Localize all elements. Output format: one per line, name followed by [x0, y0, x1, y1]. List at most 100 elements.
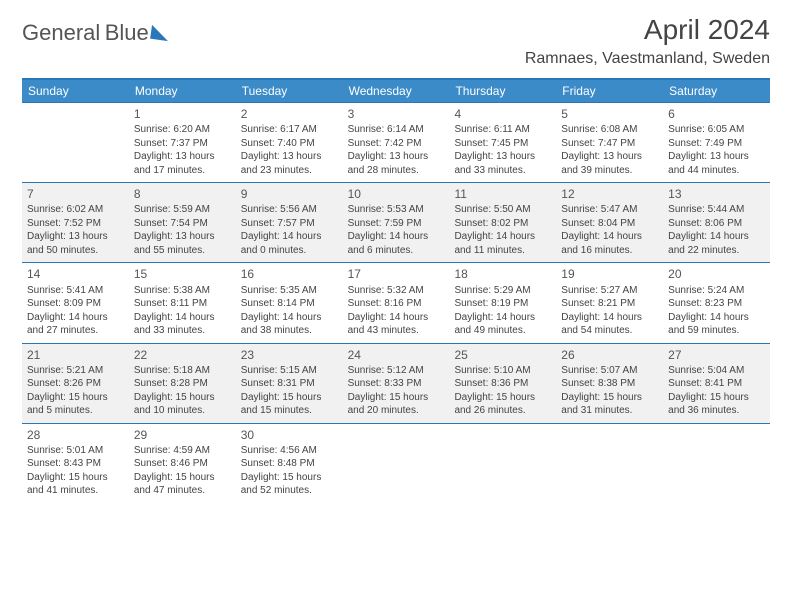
sunrise-line: Sunrise: 5:21 AM: [27, 364, 124, 378]
sunset-line: Sunset: 8:38 PM: [561, 377, 658, 391]
daylight-line: Daylight: 13 hours and 44 minutes.: [668, 150, 765, 177]
calendar-day: 6Sunrise: 6:05 AMSunset: 7:49 PMDaylight…: [663, 103, 770, 182]
sunrise-line: Sunrise: 5:50 AM: [454, 203, 551, 217]
sunrise-line: Sunrise: 5:35 AM: [241, 284, 338, 298]
day-number: 17: [348, 266, 445, 282]
sunset-line: Sunset: 8:48 PM: [241, 457, 338, 471]
sunrise-line: Sunrise: 5:24 AM: [668, 284, 765, 298]
calendar-day: 23Sunrise: 5:15 AMSunset: 8:31 PMDayligh…: [236, 344, 343, 423]
logo: General Blue: [22, 20, 169, 46]
daylight-line: Daylight: 13 hours and 17 minutes.: [134, 150, 231, 177]
daylight-line: Daylight: 15 hours and 52 minutes.: [241, 471, 338, 498]
sunrise-line: Sunrise: 5:44 AM: [668, 203, 765, 217]
sunset-line: Sunset: 7:49 PM: [668, 137, 765, 151]
day-number: 2: [241, 106, 338, 122]
sunrise-line: Sunrise: 5:18 AM: [134, 364, 231, 378]
sunrise-line: Sunrise: 5:41 AM: [27, 284, 124, 298]
sunrise-line: Sunrise: 6:11 AM: [454, 123, 551, 137]
daylight-line: Daylight: 14 hours and 27 minutes.: [27, 311, 124, 338]
dow-sunday: Sunday: [22, 80, 129, 102]
day-number: 23: [241, 347, 338, 363]
day-number: 7: [27, 186, 124, 202]
sunrise-line: Sunrise: 5:07 AM: [561, 364, 658, 378]
day-number: 29: [134, 427, 231, 443]
calendar-week: 21Sunrise: 5:21 AMSunset: 8:26 PMDayligh…: [22, 343, 770, 423]
day-number: 28: [27, 427, 124, 443]
day-number: 3: [348, 106, 445, 122]
sunset-line: Sunset: 7:59 PM: [348, 217, 445, 231]
sunrise-line: Sunrise: 5:59 AM: [134, 203, 231, 217]
sunset-line: Sunset: 7:45 PM: [454, 137, 551, 151]
day-number: 12: [561, 186, 658, 202]
calendar-day: 3Sunrise: 6:14 AMSunset: 7:42 PMDaylight…: [343, 103, 450, 182]
dow-saturday: Saturday: [663, 80, 770, 102]
calendar-day: 19Sunrise: 5:27 AMSunset: 8:21 PMDayligh…: [556, 263, 663, 342]
calendar-day: 10Sunrise: 5:53 AMSunset: 7:59 PMDayligh…: [343, 183, 450, 262]
calendar-week: 14Sunrise: 5:41 AMSunset: 8:09 PMDayligh…: [22, 262, 770, 342]
day-number: 21: [27, 347, 124, 363]
day-number: 5: [561, 106, 658, 122]
calendar-day: 11Sunrise: 5:50 AMSunset: 8:02 PMDayligh…: [449, 183, 556, 262]
dow-wednesday: Wednesday: [343, 80, 450, 102]
sunrise-line: Sunrise: 5:04 AM: [668, 364, 765, 378]
calendar-day: 22Sunrise: 5:18 AMSunset: 8:28 PMDayligh…: [129, 344, 236, 423]
daylight-line: Daylight: 14 hours and 22 minutes.: [668, 230, 765, 257]
calendar-day: 16Sunrise: 5:35 AMSunset: 8:14 PMDayligh…: [236, 263, 343, 342]
sunrise-line: Sunrise: 5:53 AM: [348, 203, 445, 217]
calendar-day-empty: [343, 424, 450, 503]
daylight-line: Daylight: 14 hours and 38 minutes.: [241, 311, 338, 338]
dow-thursday: Thursday: [449, 80, 556, 102]
sunset-line: Sunset: 8:11 PM: [134, 297, 231, 311]
sunset-line: Sunset: 7:42 PM: [348, 137, 445, 151]
daylight-line: Daylight: 15 hours and 5 minutes.: [27, 391, 124, 418]
sunrise-line: Sunrise: 6:02 AM: [27, 203, 124, 217]
sunset-line: Sunset: 8:41 PM: [668, 377, 765, 391]
calendar-day: 4Sunrise: 6:11 AMSunset: 7:45 PMDaylight…: [449, 103, 556, 182]
sunrise-line: Sunrise: 5:12 AM: [348, 364, 445, 378]
sunset-line: Sunset: 8:31 PM: [241, 377, 338, 391]
calendar-day: 25Sunrise: 5:10 AMSunset: 8:36 PMDayligh…: [449, 344, 556, 423]
dow-friday: Friday: [556, 80, 663, 102]
sunset-line: Sunset: 8:04 PM: [561, 217, 658, 231]
daylight-line: Daylight: 15 hours and 20 minutes.: [348, 391, 445, 418]
sunset-line: Sunset: 8:26 PM: [27, 377, 124, 391]
sunrise-line: Sunrise: 4:56 AM: [241, 444, 338, 458]
day-number: 10: [348, 186, 445, 202]
calendar-day: 2Sunrise: 6:17 AMSunset: 7:40 PMDaylight…: [236, 103, 343, 182]
sunset-line: Sunset: 8:06 PM: [668, 217, 765, 231]
sunrise-line: Sunrise: 5:32 AM: [348, 284, 445, 298]
day-number: 14: [27, 266, 124, 282]
sunset-line: Sunset: 8:36 PM: [454, 377, 551, 391]
daylight-line: Daylight: 14 hours and 49 minutes.: [454, 311, 551, 338]
day-number: 25: [454, 347, 551, 363]
calendar-day-empty: [663, 424, 770, 503]
day-number: 22: [134, 347, 231, 363]
daylight-line: Daylight: 13 hours and 55 minutes.: [134, 230, 231, 257]
daylight-line: Daylight: 15 hours and 47 minutes.: [134, 471, 231, 498]
calendar-day-empty: [22, 103, 129, 182]
calendar-day: 17Sunrise: 5:32 AMSunset: 8:16 PMDayligh…: [343, 263, 450, 342]
calendar-day: 27Sunrise: 5:04 AMSunset: 8:41 PMDayligh…: [663, 344, 770, 423]
calendar-day: 30Sunrise: 4:56 AMSunset: 8:48 PMDayligh…: [236, 424, 343, 503]
sunset-line: Sunset: 8:21 PM: [561, 297, 658, 311]
calendar-day: 14 Sunrise: 5:41 AMSunset: 8:09 PMDayligh…: [22, 263, 129, 342]
calendar-day: 9Sunrise: 5:56 AMSunset: 7:57 PMDaylight…: [236, 183, 343, 262]
sunrise-line: Sunrise: 6:05 AM: [668, 123, 765, 137]
sunset-line: Sunset: 8:09 PM: [27, 297, 124, 311]
sunset-line: Sunset: 8:33 PM: [348, 377, 445, 391]
day-number: 19: [561, 266, 658, 282]
calendar: Sunday Monday Tuesday Wednesday Thursday…: [22, 78, 770, 503]
daylight-line: Daylight: 13 hours and 33 minutes.: [454, 150, 551, 177]
day-number: 4: [454, 106, 551, 122]
sunset-line: Sunset: 8:19 PM: [454, 297, 551, 311]
sunrise-line: Sunrise: 5:15 AM: [241, 364, 338, 378]
logo-text-2: Blue: [105, 20, 149, 45]
sunset-line: Sunset: 8:14 PM: [241, 297, 338, 311]
daylight-line: Daylight: 14 hours and 6 minutes.: [348, 230, 445, 257]
daylight-line: Daylight: 14 hours and 54 minutes.: [561, 311, 658, 338]
sunset-line: Sunset: 8:28 PM: [134, 377, 231, 391]
daylight-line: Daylight: 15 hours and 10 minutes.: [134, 391, 231, 418]
sunrise-line: Sunrise: 6:17 AM: [241, 123, 338, 137]
calendar-day: 1Sunrise: 6:20 AMSunset: 7:37 PMDaylight…: [129, 103, 236, 182]
calendar-week: 7Sunrise: 6:02 AMSunset: 7:52 PMDaylight…: [22, 182, 770, 262]
